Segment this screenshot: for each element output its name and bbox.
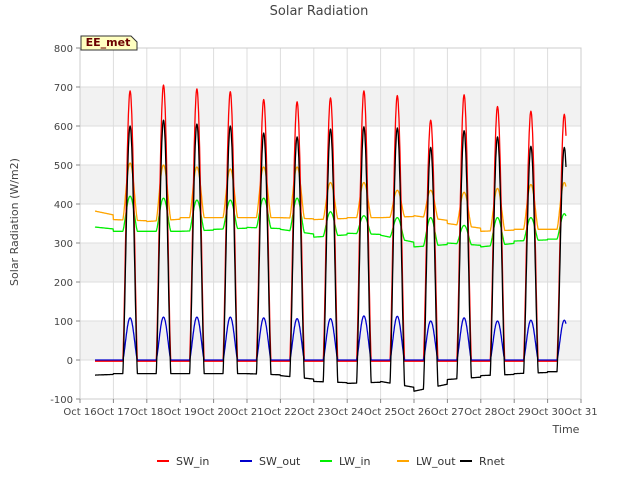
series-line-lw-out <box>94 162 567 232</box>
series-line-sw-in <box>94 84 567 362</box>
y-tick-label: 500 <box>54 161 73 172</box>
y-tick-label: 100 <box>54 317 73 328</box>
x-axis-label: Time <box>552 423 580 436</box>
site-label-box: EE_met <box>80 35 138 51</box>
y-tick-label: -100 <box>50 395 73 406</box>
x-tick-label: Oct 22 <box>264 407 297 418</box>
y-tick-label: 700 <box>54 83 73 94</box>
background-band <box>80 165 581 204</box>
x-tick-label: Oct 18 <box>130 407 163 418</box>
y-tick-label: 0 <box>67 356 73 367</box>
series-layer <box>94 84 567 392</box>
legend-label: SW_in <box>176 455 209 468</box>
chart-title: Solar Radiation <box>270 4 369 19</box>
series-line-sw-out <box>94 315 567 361</box>
legend: SW_in SW_out LW_in LW_out Rnet <box>157 455 505 468</box>
y-axis-ticks: -100 0 100 200 300 400 500 600 700 800 <box>50 44 80 406</box>
legend-item-sw-out: SW_out <box>240 455 301 468</box>
x-tick-label: Oct 23 <box>297 407 330 418</box>
site-label: EE_met <box>86 36 131 49</box>
x-tick-label: Oct 28 <box>464 407 497 418</box>
background-band <box>80 126 581 165</box>
background-band <box>80 204 581 243</box>
y-tick-label: 200 <box>54 278 73 289</box>
x-tick-label: Oct 20 <box>197 407 230 418</box>
y-tick-label: 400 <box>54 200 73 211</box>
background-band <box>80 282 581 321</box>
legend-item-lw-in: LW_in <box>320 455 371 468</box>
y-axis-label: Solar Radiation (W/m2) <box>8 158 21 286</box>
background-band <box>80 360 581 399</box>
y-tick-label: 300 <box>54 239 73 250</box>
x-axis-ticks: Oct 16 Oct 17 Oct 18 Oct 19 Oct 20 Oct 21 Oct … <box>63 399 598 418</box>
background-band <box>80 87 581 126</box>
plot-area <box>79 47 582 400</box>
background-band <box>80 48 581 87</box>
background-band <box>80 243 581 282</box>
legend-label: LW_in <box>339 455 371 468</box>
x-tick-label: Oct 24 <box>331 407 364 418</box>
legend-label: Rnet <box>479 455 505 468</box>
x-tick-label: Oct 17 <box>97 407 130 418</box>
legend-item-rnet: Rnet <box>460 455 505 468</box>
series-line-lw-in <box>94 195 567 248</box>
x-tick-label: Oct 25 <box>364 407 397 418</box>
y-tick-label: 600 <box>54 122 73 133</box>
x-tick-label: Oct 29 <box>498 407 531 418</box>
x-tick-label: Oct 26 <box>397 407 430 418</box>
x-tick-label: Oct 30 <box>531 407 564 418</box>
x-tick-label: Oct 19 <box>164 407 197 418</box>
legend-label: SW_out <box>259 455 301 468</box>
legend-label: LW_out <box>416 455 456 468</box>
x-tick-label: Oct 31 <box>564 407 597 418</box>
background-band <box>80 321 581 360</box>
x-tick-label: Oct 21 <box>230 407 263 418</box>
x-tick-label: Oct 27 <box>431 407 464 418</box>
legend-item-sw-in: SW_in <box>157 455 209 468</box>
background-bands <box>80 48 581 399</box>
y-tick-label: 800 <box>54 44 73 55</box>
x-tick-label: Oct 16 <box>63 407 96 418</box>
legend-item-lw-out: LW_out <box>397 455 456 468</box>
series-line-rnet <box>94 119 567 392</box>
